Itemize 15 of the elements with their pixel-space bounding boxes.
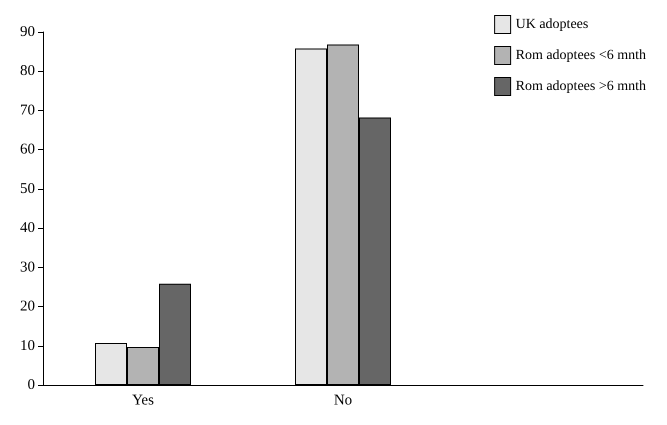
y-tick-label: 10 <box>20 338 35 354</box>
y-tick-label: 90 <box>20 24 35 40</box>
y-tick-label: 40 <box>20 220 35 236</box>
y-tick-label: 50 <box>20 180 35 197</box>
x-tick-label: No <box>334 392 352 408</box>
y-tick-label: 80 <box>20 63 35 80</box>
y-tick-label: 30 <box>20 259 35 276</box>
y-tick-label: 70 <box>20 102 35 118</box>
y-tick-label: 60 <box>20 142 35 158</box>
y-tick-label: 0 <box>28 377 35 393</box>
legend-label: UK adoptees <box>516 17 588 32</box>
legend-label: Rom adoptees >6 mnth <box>516 79 646 94</box>
legend-label: Rom adoptees <6 mnth <box>516 48 646 63</box>
y-tick-label: 20 <box>20 298 35 315</box>
x-tick-label: Yes <box>132 392 154 408</box>
